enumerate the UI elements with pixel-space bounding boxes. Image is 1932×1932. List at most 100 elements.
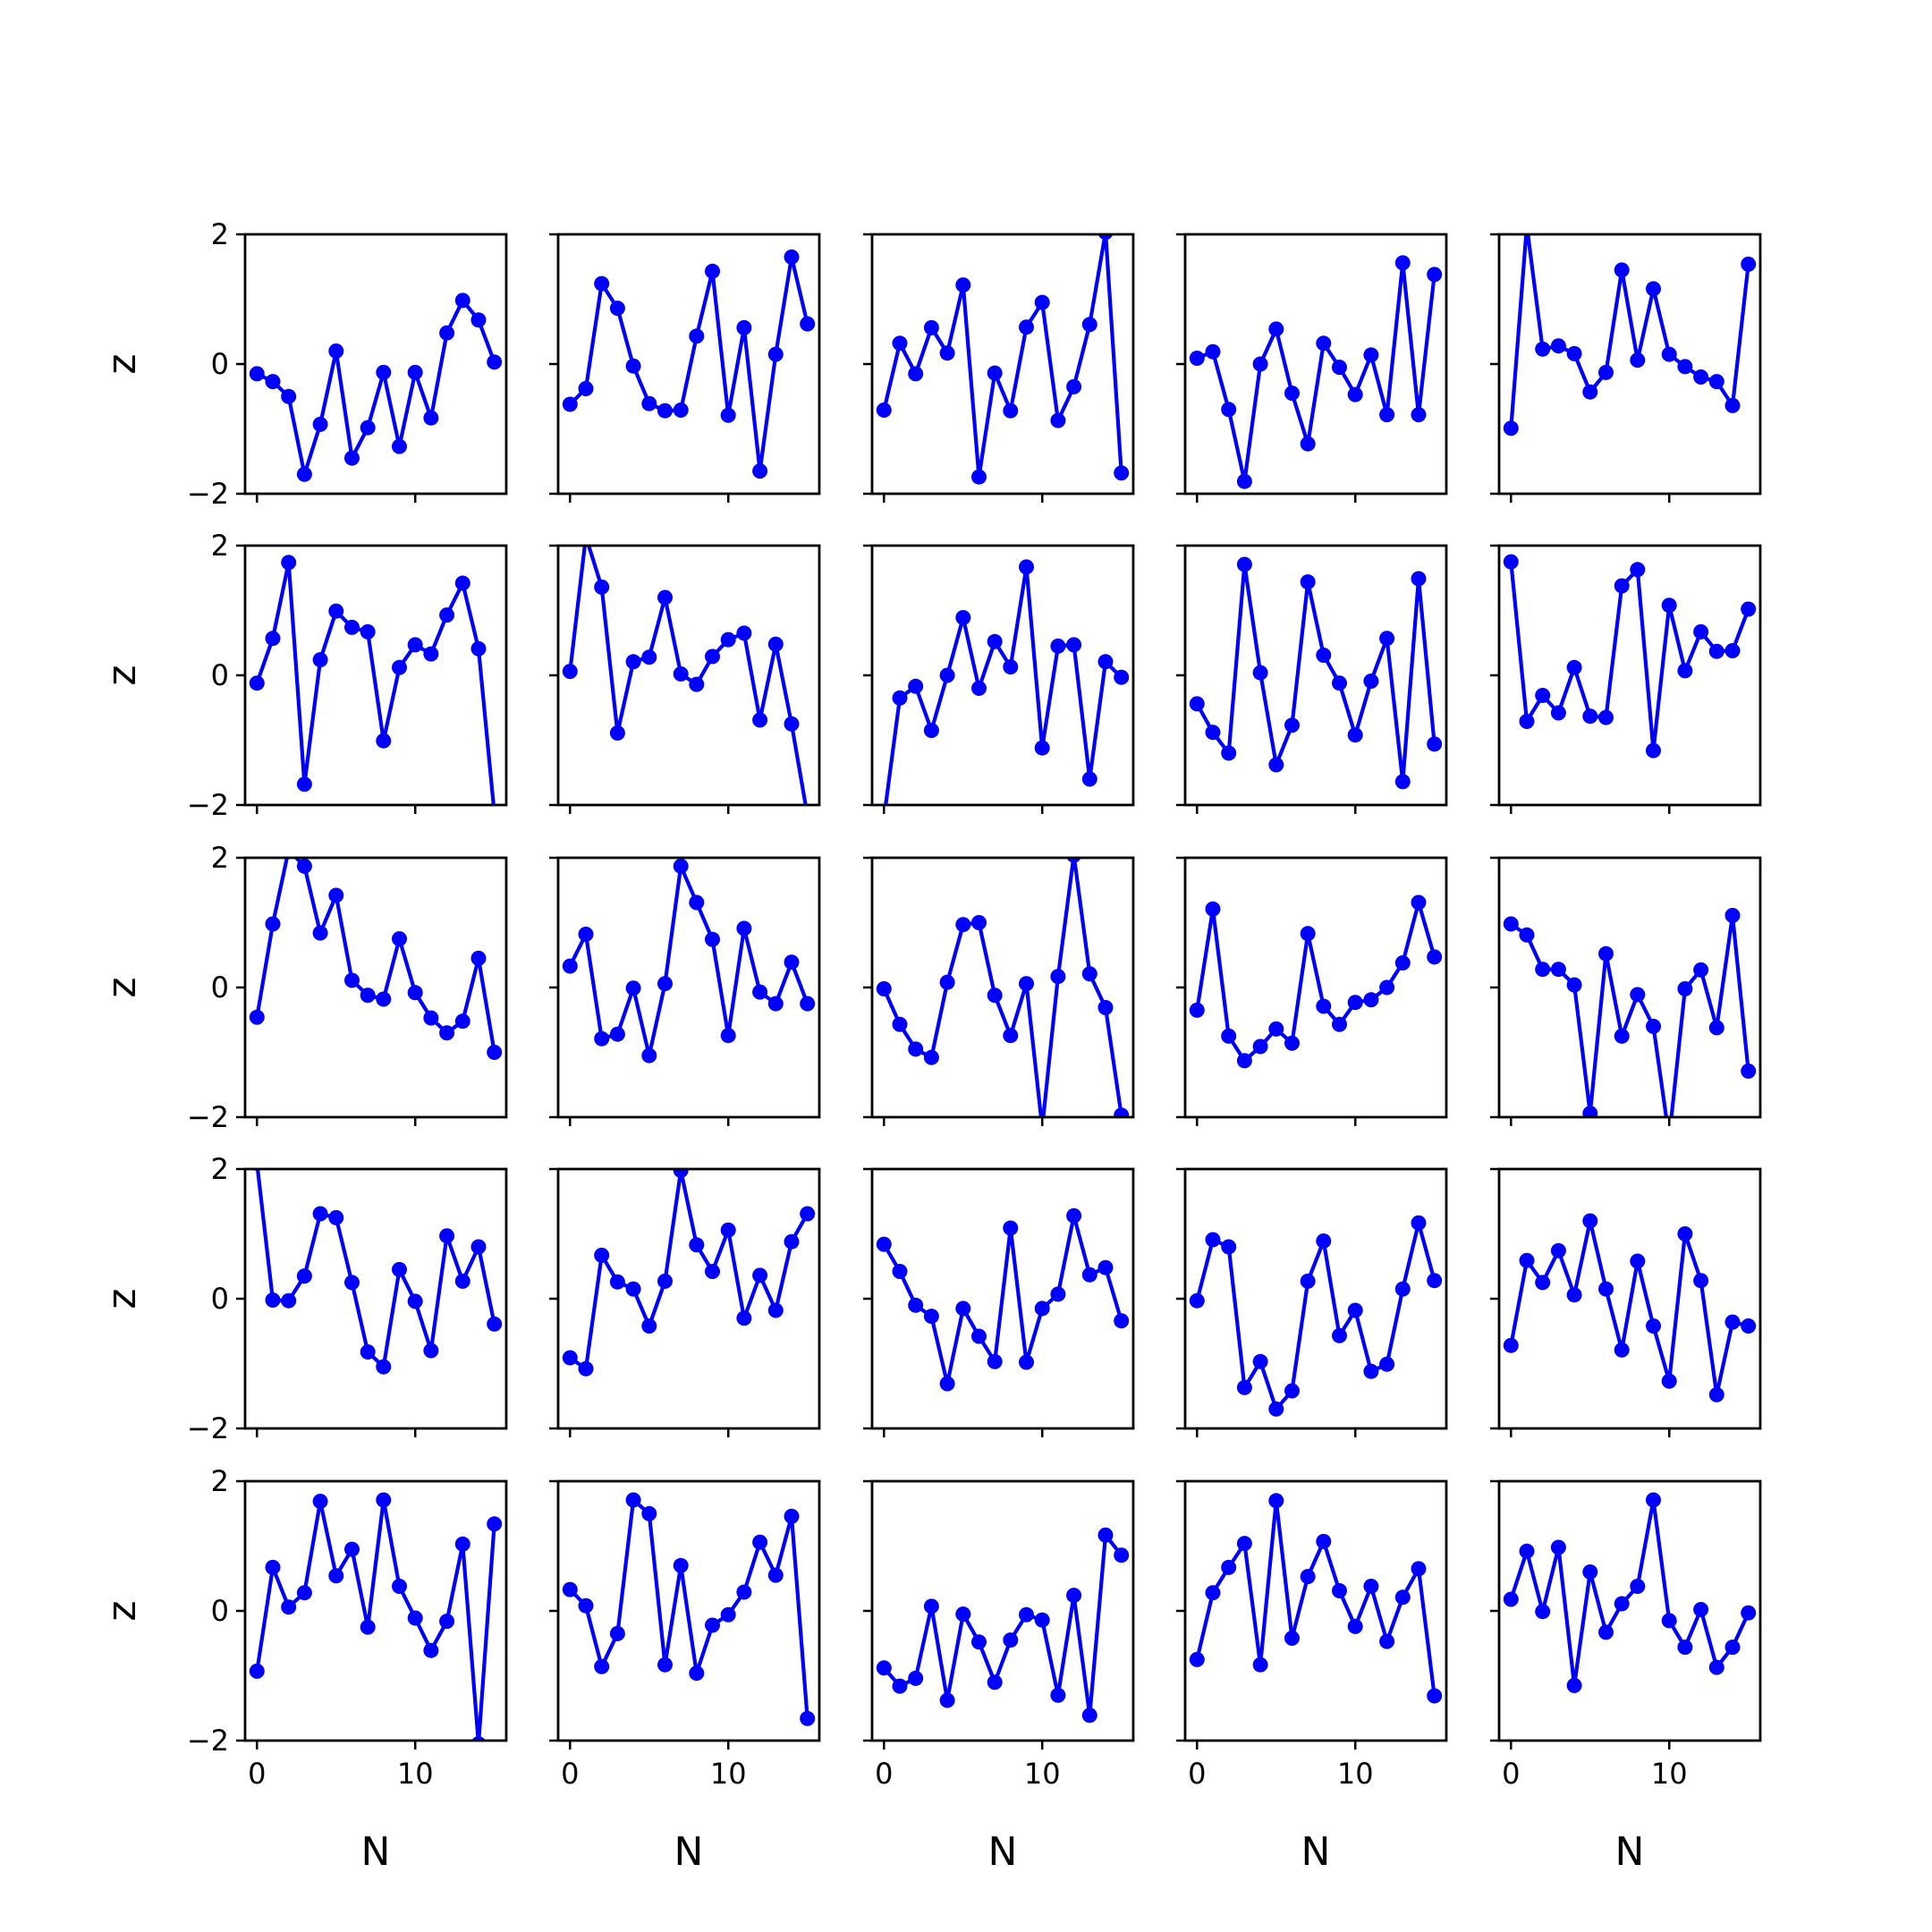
data-point [1535,1275,1551,1291]
data-point [955,610,971,625]
data-point [736,1310,752,1326]
data-point [265,374,281,390]
x-tick-label: 0 [248,1757,266,1791]
data-point [767,996,784,1012]
series-line [255,560,496,805]
data-point [1081,1707,1097,1724]
data-point [689,328,705,344]
data-point [1411,1215,1427,1231]
data-layer [1503,554,1757,758]
data-point [423,646,439,662]
x-axis-label: N [361,1829,391,1875]
data-point [392,1579,407,1594]
data-point [1019,1606,1034,1623]
data-point [1379,407,1395,423]
data-point [1252,1353,1268,1369]
data-point [1332,1583,1347,1598]
data-point [987,365,1003,381]
data-point [625,1281,641,1297]
subplot-r4-c2 [549,1167,821,1437]
data-point [296,1585,312,1601]
data-layer [562,249,816,479]
data-point [471,1736,486,1741]
data-point [657,1657,673,1673]
data-point [1379,979,1395,996]
data-point [1519,1543,1535,1559]
data-point [1363,1363,1379,1379]
data-point [1535,1604,1551,1620]
y-tick-label: 2 [211,841,229,875]
data-point [407,1610,423,1626]
subplot-r5-c5: 0 10 N [1490,1479,1762,1875]
series-line [255,1169,496,1369]
data-point [1300,1569,1316,1585]
data-layer [1189,1493,1443,1704]
data-point [1503,420,1519,436]
data-point [1503,1337,1519,1353]
data-point [1646,281,1661,297]
data-point [439,325,455,341]
data-point [1566,1287,1582,1303]
data-point [1598,1281,1614,1297]
data-layer [1503,234,1757,436]
data-point [1034,294,1050,310]
data-point [360,419,376,436]
data-point [1427,1688,1443,1704]
data-point [1411,894,1427,911]
data-point [1205,901,1221,917]
series-line [1509,559,1750,753]
data-point [594,1658,610,1674]
data-point [1394,1281,1411,1297]
data-point [1503,1591,1519,1607]
data-point [1566,977,1582,993]
data-point [705,263,720,279]
data-point [736,625,752,641]
series-line [1509,913,1750,1117]
data-layer [249,555,496,805]
subplot-r1-c4 [1176,233,1448,503]
data-point [423,1010,439,1026]
data-point [1550,338,1566,354]
y-tick-label: 0 [211,970,229,1004]
data-point [249,1009,265,1025]
data-point [673,666,689,682]
data-point [423,1642,439,1658]
data-point [1741,601,1757,617]
data-point [1646,1318,1661,1334]
data-layer [562,1492,816,1726]
data-point [1268,1401,1284,1417]
data-point [720,1222,736,1238]
data-point [1268,1493,1284,1509]
data-point [249,675,265,691]
data-point [1566,1677,1582,1693]
axes-frame [1183,1167,1448,1430]
data-point [1394,1589,1411,1606]
data-point [1535,962,1551,978]
data-point [562,1350,578,1366]
data-point [657,976,673,992]
data-point [1252,356,1268,372]
data-point [1284,1035,1300,1051]
data-point [1205,724,1221,741]
data-point [1268,321,1284,337]
data-point [312,416,328,432]
data-point [1268,757,1284,773]
data-layer [562,546,808,805]
data-point [454,1536,470,1552]
data-point [376,364,392,380]
data-point [562,396,578,412]
data-point [296,466,312,482]
data-point [625,654,641,670]
data-point [784,1508,800,1524]
subplot-r1-c3 [863,233,1135,503]
data-point [454,1013,470,1030]
data-point [1097,1000,1114,1015]
data-point [736,319,752,335]
series-line [1195,260,1436,484]
data-point [360,1344,376,1360]
data-point [1724,1640,1741,1656]
data-point [1693,1602,1709,1617]
subplot-r1-c1: −2 0 2 z [99,217,508,511]
data-point [1003,1220,1019,1236]
data-point [1205,1585,1221,1601]
